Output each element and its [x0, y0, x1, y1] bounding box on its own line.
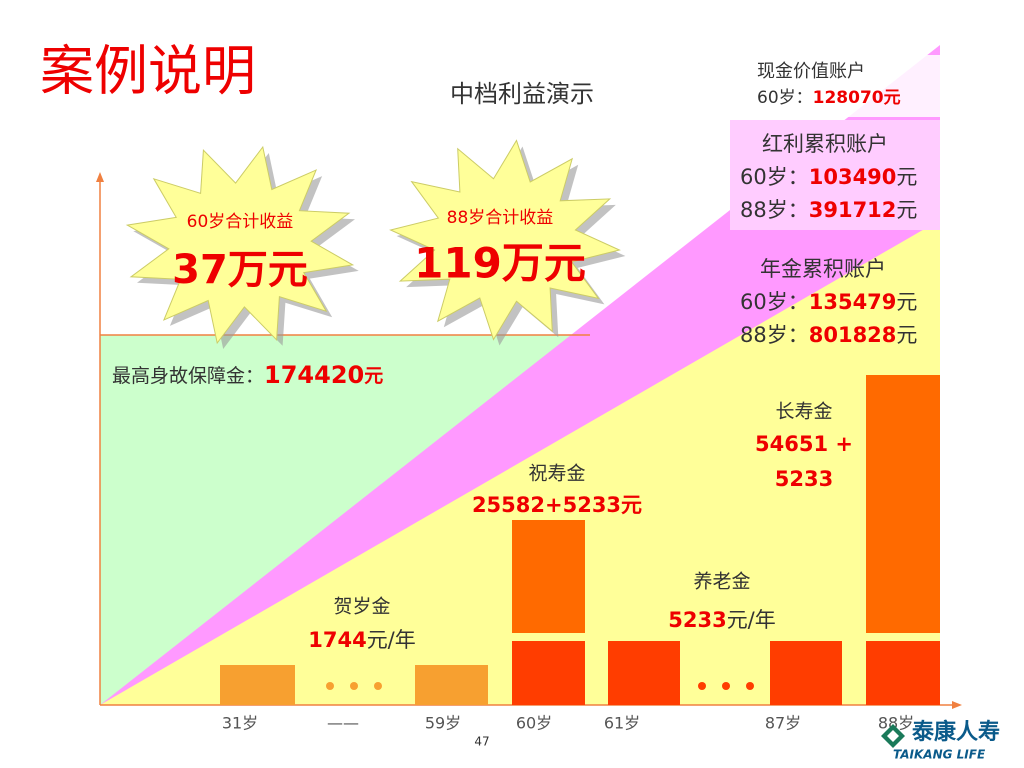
bar [512, 641, 585, 705]
dots [326, 682, 754, 690]
bar [608, 641, 680, 705]
label: 88岁： [740, 323, 809, 347]
subtitle: 中档利益演示 [450, 80, 594, 108]
bar [866, 641, 940, 705]
x-label: 59岁 [425, 714, 461, 733]
bar [220, 665, 295, 705]
bar [512, 520, 585, 633]
benefit-amount: 5233 [775, 467, 833, 491]
title: 案例说明 [40, 40, 256, 103]
x-labels: 31岁 —— 59岁 60岁 61岁 87岁 88岁 [222, 714, 914, 733]
bar [866, 375, 940, 633]
unit: 元/年 [367, 628, 416, 652]
burst-amount: 37万元 [172, 247, 308, 293]
account-row: 60岁：135479元 [740, 290, 917, 314]
amount: 103490 [809, 165, 897, 189]
benefit-amount: 25582+5233元 [472, 493, 642, 517]
bars [220, 375, 940, 705]
benefit-amount: 5233元/年 [668, 608, 776, 632]
benefit-name: 贺岁金 [333, 596, 390, 618]
logo-en: TAIKANG LIFE [893, 748, 986, 762]
amount: 128070 [813, 88, 884, 108]
amount: 174420 [264, 361, 364, 389]
label: 60岁： [757, 88, 813, 108]
unit: 元 [364, 365, 383, 387]
account-row: 88岁：391712元 [740, 198, 917, 222]
amount: 1744 [308, 628, 366, 652]
x-label: 87岁 [765, 714, 801, 733]
label: 88岁： [740, 198, 809, 222]
burst [125, 145, 355, 345]
logo-cn: 泰康人寿 [911, 719, 1000, 745]
x-label: —— [327, 714, 359, 733]
amount: 5233 [668, 608, 726, 632]
account-row: 60岁：128070元 [757, 88, 901, 108]
burst [389, 139, 621, 341]
label: 最高身故保障金： [112, 365, 264, 387]
annuity-area [100, 220, 940, 705]
page-number: 47 [474, 735, 489, 749]
unit: 元 [896, 323, 917, 347]
label: 60岁： [740, 165, 809, 189]
account-name: 现金价值账户 [757, 61, 865, 82]
label: 60岁： [740, 290, 809, 314]
amount: 801828 [809, 323, 897, 347]
amount: 391712 [809, 198, 897, 222]
burst-label: 88岁合计收益 [447, 208, 554, 228]
death-benefit: 最高身故保障金：174420元 [112, 361, 383, 389]
burst-amount: 119万元 [414, 239, 586, 288]
account-row: 60岁：103490元 [740, 165, 917, 189]
cash-box [755, 55, 940, 117]
amount: 135479 [809, 290, 897, 314]
benefit-name: 祝寿金 [528, 463, 585, 485]
x-label: 61岁 [604, 714, 640, 733]
x-label: 31岁 [222, 714, 258, 733]
arrow [96, 172, 104, 182]
benefit-name: 养老金 [693, 571, 750, 593]
benefit-amount: 1744元/年 [308, 628, 416, 652]
bonus-box [730, 120, 940, 230]
unit: 元 [896, 290, 917, 314]
burst-label: 60岁合计收益 [187, 212, 294, 232]
unit: 元 [896, 198, 917, 222]
arrow [952, 701, 962, 709]
logo: 泰康人寿 TAIKANG LIFE [881, 719, 1000, 762]
unit: 元 [896, 165, 917, 189]
benefit-name: 长寿金 [775, 401, 832, 423]
account-row: 88岁：801828元 [740, 323, 917, 347]
account-name: 年金累积账户 [760, 257, 886, 281]
unit: 元 [884, 88, 901, 108]
benefit-amount: 54651 + [755, 432, 853, 456]
x-label: 88岁 [878, 714, 914, 733]
bursts [125, 139, 626, 349]
unit: 元/年 [727, 608, 776, 632]
x-label: 60岁 [516, 714, 552, 733]
bar [770, 641, 842, 705]
bar [415, 665, 488, 705]
account-name: 红利累积账户 [762, 132, 888, 156]
